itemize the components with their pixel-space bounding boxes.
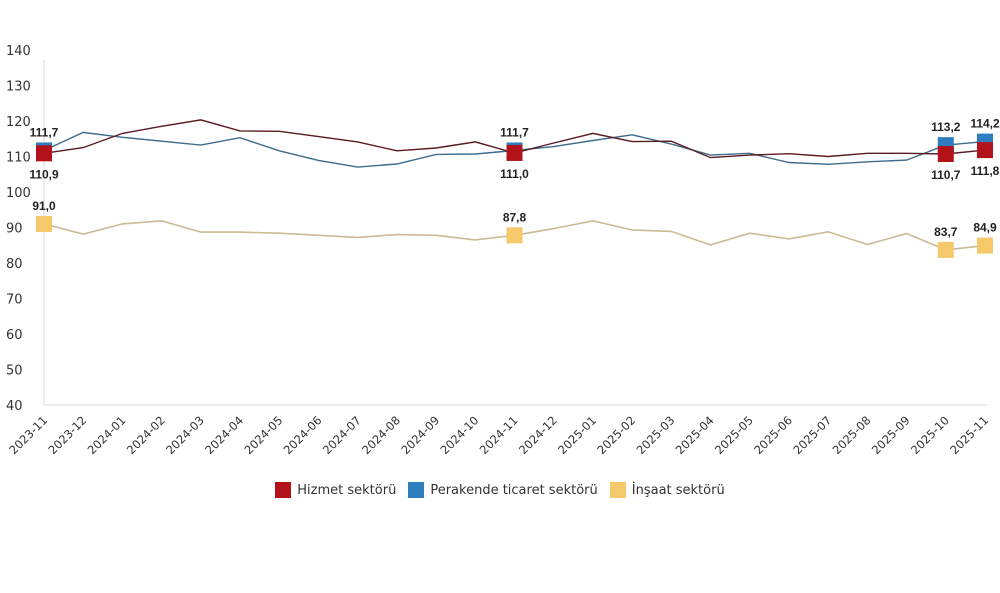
- axes: [43, 60, 987, 406]
- data-label: 83,7: [934, 225, 958, 239]
- legend-swatch-insaat: [609, 482, 626, 498]
- data-point-marker: [937, 241, 954, 258]
- data-point-marker: [977, 237, 993, 254]
- data-label: 113,2: [931, 120, 961, 134]
- x-tick-label: 2025-03: [634, 413, 678, 457]
- y-tick-label: 120: [6, 115, 31, 130]
- data-label: 111,0: [500, 167, 529, 181]
- y-tick-label: 70: [6, 293, 23, 308]
- data-label: 114,2: [970, 117, 1000, 131]
- data-label: 111,8: [971, 164, 1000, 178]
- data-point-marker: [977, 142, 993, 159]
- series-markers: [36, 133, 993, 258]
- x-tick-label: 2024-08: [359, 413, 403, 457]
- legend: Hizmet sektörü Perakende ticaret sektörü…: [0, 482, 1000, 498]
- data-label: 111,7: [30, 125, 59, 139]
- x-tick-label: 2024-06: [281, 413, 325, 457]
- data-label: 84,9: [973, 221, 997, 235]
- x-tick-label: 2024-02: [124, 413, 168, 457]
- x-tick-label: 2025-06: [751, 413, 795, 457]
- x-tick-label: 2024-12: [516, 413, 560, 457]
- x-tick-label: 2025-02: [594, 413, 638, 457]
- legend-label-hizmet: Hizmet sektörü: [297, 482, 397, 498]
- x-tick-label: 2025-09: [869, 413, 913, 457]
- x-tick-label: 2024-01: [85, 413, 129, 457]
- x-tick-label: 2025-10: [908, 413, 952, 457]
- legend-label-insaat: İnşaat sektörü: [631, 482, 725, 498]
- x-tick-label: 2024-10: [438, 413, 482, 457]
- y-tick-label: 60: [6, 328, 23, 343]
- data-point-marker: [937, 146, 954, 163]
- x-tick-label: 2025-01: [555, 413, 599, 457]
- x-tick-label: 2024-03: [163, 413, 207, 457]
- y-tick-label: 50: [6, 364, 23, 379]
- y-tick-label: 140: [6, 44, 31, 59]
- legend-swatch-hizmet: [275, 482, 292, 498]
- x-tick-label: 2024-11: [477, 413, 521, 457]
- y-tick-label: 130: [6, 80, 31, 95]
- x-tick-label: 2025-11: [947, 413, 991, 457]
- legend-label-perakende: Perakende ticaret sektörü: [430, 482, 598, 498]
- data-labels: 110,9 111,0 110,7 111,8 111,7 111,7 113,2 114,2…: [29, 117, 1000, 239]
- y-tick-labels: 40 50 60 70 80 90 100 110 120 130 140: [6, 44, 31, 414]
- data-label: 110,7: [931, 168, 961, 182]
- data-point-marker: [36, 145, 52, 162]
- x-tick-labels: 2023-112023-122024-012024-022024-032024-…: [6, 413, 991, 457]
- x-tick-label: 2025-08: [830, 413, 874, 457]
- data-label: 91,0: [32, 199, 56, 213]
- data-label: 87,8: [503, 210, 527, 224]
- x-tick-label: 2023-11: [6, 413, 50, 457]
- data-point-marker: [36, 215, 52, 232]
- y-tick-label: 90: [6, 222, 23, 237]
- data-point-marker: [506, 144, 523, 161]
- x-tick-label: 2024-07: [320, 413, 364, 457]
- y-tick-label: 100: [6, 186, 31, 201]
- y-tick-label: 110: [6, 151, 31, 166]
- x-tick-label: 2024-04: [202, 413, 246, 457]
- legend-item-insaat[interactable]: İnşaat sektörü: [609, 482, 725, 498]
- y-tick-label: 80: [6, 257, 23, 272]
- legend-item-hizmet[interactable]: Hizmet sektörü: [275, 482, 396, 498]
- x-tick-label: 2024-05: [241, 413, 285, 457]
- x-tick-label: 2024-09: [398, 413, 442, 457]
- x-tick-label: 2025-05: [712, 413, 756, 457]
- x-tick-label: 2025-04: [673, 413, 717, 457]
- y-tick-label: 40: [6, 399, 23, 414]
- legend-swatch-perakende: [408, 482, 425, 498]
- data-label: 111,7: [500, 125, 529, 139]
- x-tick-label: 2025-07: [790, 413, 834, 457]
- data-label: 110,9: [29, 167, 59, 181]
- data-point-marker: [506, 227, 523, 244]
- x-tick-label: 2023-12: [45, 413, 89, 457]
- legend-item-perakende[interactable]: Perakende ticaret sektörü: [408, 482, 598, 498]
